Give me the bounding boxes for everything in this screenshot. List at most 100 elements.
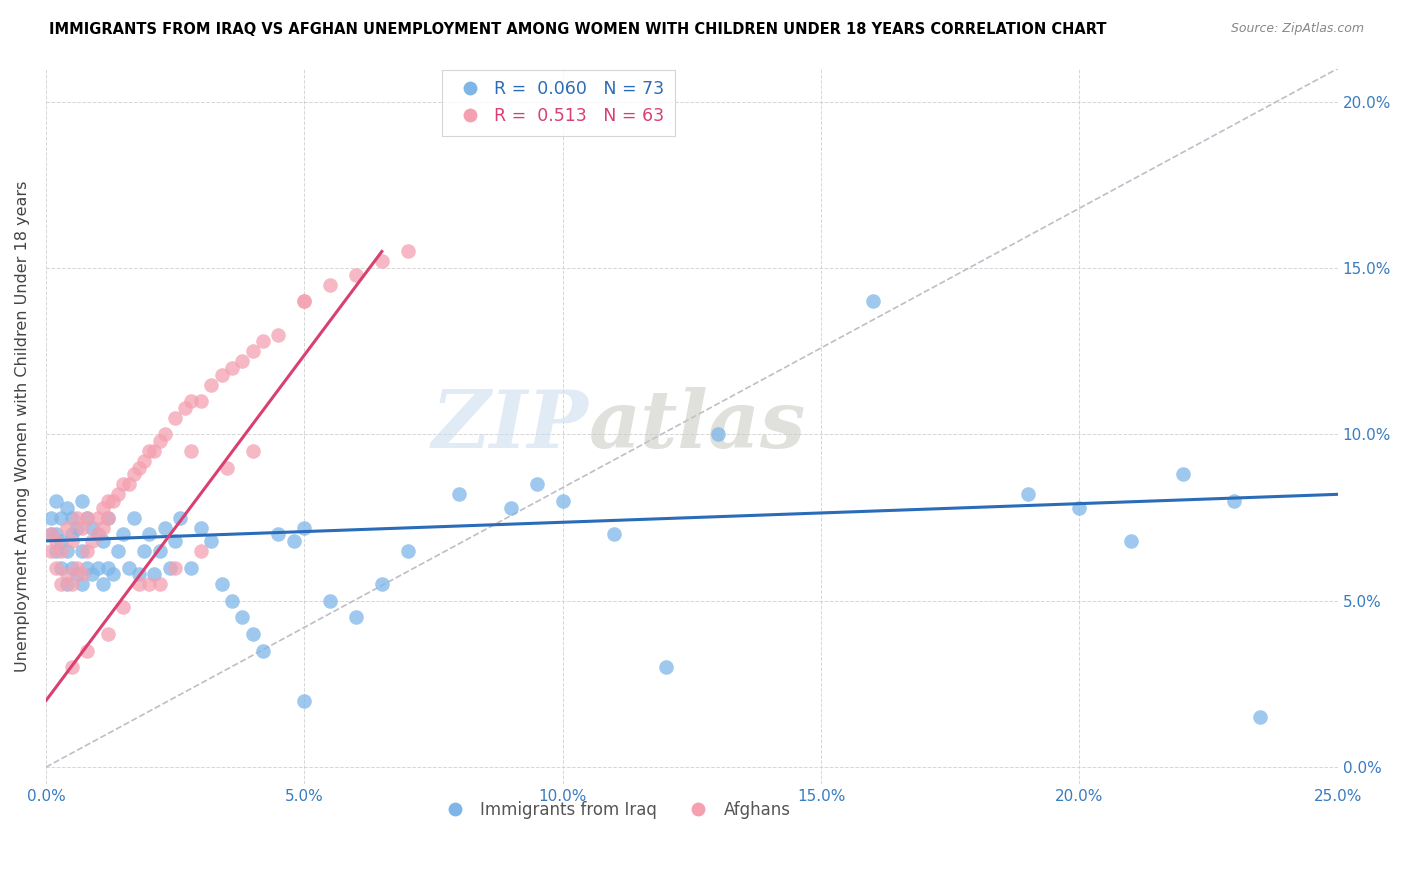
Point — [86, 527, 108, 541]
Point — [112, 600, 135, 615]
Point — [128, 460, 150, 475]
Point — [70, 567, 93, 582]
Point — [292, 294, 315, 309]
Point — [1249, 710, 1271, 724]
Point — [55, 500, 77, 515]
Point — [101, 494, 124, 508]
Point — [149, 434, 172, 449]
Point — [153, 520, 176, 534]
Point — [169, 510, 191, 524]
Point — [242, 444, 264, 458]
Point — [91, 500, 114, 515]
Point — [190, 394, 212, 409]
Point — [396, 544, 419, 558]
Point — [86, 510, 108, 524]
Point — [97, 510, 120, 524]
Point — [117, 560, 139, 574]
Y-axis label: Unemployment Among Women with Children Under 18 years: Unemployment Among Women with Children U… — [15, 180, 30, 672]
Point — [1017, 487, 1039, 501]
Point — [91, 577, 114, 591]
Point — [82, 567, 104, 582]
Point — [165, 560, 187, 574]
Point — [51, 560, 73, 574]
Point — [292, 294, 315, 309]
Point — [76, 510, 98, 524]
Point — [117, 477, 139, 491]
Point — [39, 527, 62, 541]
Point — [39, 510, 62, 524]
Point — [1119, 533, 1142, 548]
Point — [51, 577, 73, 591]
Point — [180, 394, 202, 409]
Point — [706, 427, 728, 442]
Point — [76, 510, 98, 524]
Point — [211, 368, 233, 382]
Point — [190, 520, 212, 534]
Point — [200, 533, 222, 548]
Point — [159, 560, 181, 574]
Point — [60, 527, 83, 541]
Point — [344, 268, 367, 282]
Point — [190, 544, 212, 558]
Point — [128, 567, 150, 582]
Point — [283, 533, 305, 548]
Point — [215, 460, 238, 475]
Point — [55, 544, 77, 558]
Point — [526, 477, 548, 491]
Point — [55, 567, 77, 582]
Point — [91, 533, 114, 548]
Point — [143, 444, 166, 458]
Point — [107, 544, 129, 558]
Point — [252, 643, 274, 657]
Point — [242, 344, 264, 359]
Text: ZIP: ZIP — [432, 387, 589, 465]
Point — [51, 544, 73, 558]
Point — [134, 544, 156, 558]
Point — [97, 494, 120, 508]
Point — [149, 544, 172, 558]
Point — [449, 487, 471, 501]
Point — [396, 244, 419, 259]
Point — [66, 560, 89, 574]
Point — [107, 487, 129, 501]
Point — [267, 527, 290, 541]
Point — [344, 610, 367, 624]
Point — [138, 444, 160, 458]
Point — [55, 520, 77, 534]
Point — [66, 567, 89, 582]
Point — [45, 527, 67, 541]
Point — [60, 660, 83, 674]
Point — [51, 510, 73, 524]
Point — [1223, 494, 1246, 508]
Text: IMMIGRANTS FROM IRAQ VS AFGHAN UNEMPLOYMENT AMONG WOMEN WITH CHILDREN UNDER 18 Y: IMMIGRANTS FROM IRAQ VS AFGHAN UNEMPLOYM… — [49, 22, 1107, 37]
Point — [138, 527, 160, 541]
Point — [1171, 467, 1194, 482]
Legend: Immigrants from Iraq, Afghans: Immigrants from Iraq, Afghans — [432, 794, 797, 825]
Point — [174, 401, 197, 415]
Point — [165, 410, 187, 425]
Point — [267, 327, 290, 342]
Point — [319, 277, 342, 292]
Point — [76, 643, 98, 657]
Point — [319, 594, 342, 608]
Point — [149, 577, 172, 591]
Point — [76, 560, 98, 574]
Point — [60, 560, 83, 574]
Point — [221, 360, 243, 375]
Point — [97, 627, 120, 641]
Point — [180, 560, 202, 574]
Point — [39, 544, 62, 558]
Point — [180, 444, 202, 458]
Point — [91, 520, 114, 534]
Point — [231, 354, 253, 368]
Point — [134, 454, 156, 468]
Point — [60, 533, 83, 548]
Point — [122, 510, 145, 524]
Point — [231, 610, 253, 624]
Point — [39, 527, 62, 541]
Point — [153, 427, 176, 442]
Point — [165, 533, 187, 548]
Point — [603, 527, 626, 541]
Point — [86, 560, 108, 574]
Point — [112, 527, 135, 541]
